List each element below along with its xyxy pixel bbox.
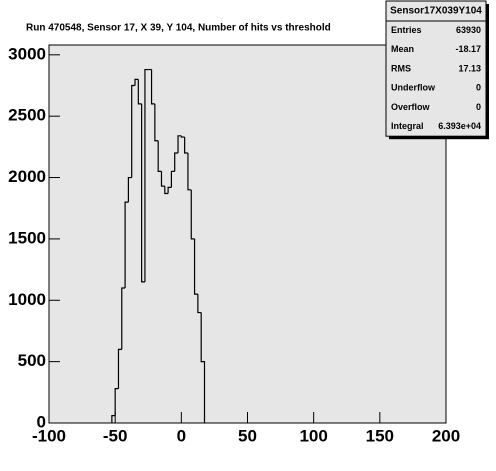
histogram-bin bbox=[197, 294, 202, 314]
histogram-bin bbox=[177, 135, 182, 153]
histogram-bin bbox=[187, 153, 192, 191]
histogram-bin bbox=[137, 79, 142, 105]
plot-frame bbox=[48, 44, 447, 424]
histogram-bin bbox=[180, 135, 185, 138]
histogram-bin bbox=[200, 312, 206, 423]
x-tick-label: -100 bbox=[32, 426, 66, 445]
histogram-bin bbox=[164, 186, 169, 195]
x-tick-label: 150 bbox=[366, 426, 394, 445]
stats-label: RMS bbox=[391, 63, 411, 73]
x-tick-label: 50 bbox=[238, 426, 257, 445]
histogram-bin bbox=[170, 170, 175, 188]
histogram-bin bbox=[174, 152, 179, 172]
y-tick-label: 2500 bbox=[8, 106, 46, 125]
stats-value: -18.17 bbox=[455, 44, 481, 54]
histogram-bin bbox=[131, 84, 136, 178]
chart-title: Run 470548, Sensor 17, X 39, Y 104, Numb… bbox=[26, 23, 331, 34]
histogram-bin bbox=[124, 201, 129, 288]
stats-value: 6.393e+04 bbox=[438, 121, 481, 131]
histogram-bin bbox=[144, 68, 149, 282]
stats-label: Mean bbox=[391, 44, 414, 54]
y-tick-label: 0 bbox=[37, 412, 46, 431]
y-tick-label: 500 bbox=[18, 351, 46, 370]
histogram-bin bbox=[160, 171, 165, 187]
histogram-bin bbox=[127, 176, 132, 203]
stats-title: Sensor17X039Y104 bbox=[390, 6, 482, 17]
stats-label: Entries bbox=[391, 25, 422, 35]
y-tick-label: 3000 bbox=[8, 44, 46, 63]
y-tick-label: 1500 bbox=[8, 228, 46, 247]
histogram-bin bbox=[193, 238, 198, 295]
x-tick-label: 100 bbox=[299, 426, 327, 445]
histogram-bin bbox=[141, 103, 145, 283]
y-tick-label: 2000 bbox=[8, 167, 46, 186]
histogram-bin bbox=[121, 287, 126, 350]
x-tick-label: 0 bbox=[177, 426, 186, 445]
stats-label: Overflow bbox=[391, 102, 431, 112]
histogram-bin bbox=[154, 103, 159, 142]
histogram-bin bbox=[157, 140, 162, 173]
histogram-bin bbox=[150, 69, 155, 105]
stats-value: 17.13 bbox=[458, 63, 481, 73]
stats-value: 63930 bbox=[456, 25, 481, 35]
histogram-bin bbox=[134, 78, 139, 86]
stats-label: Integral bbox=[391, 121, 424, 131]
stats-box bbox=[385, 0, 487, 137]
histogram-bin bbox=[117, 348, 122, 389]
histogram-bin bbox=[167, 186, 172, 194]
histogram-bin bbox=[184, 137, 188, 154]
histogram-bin bbox=[190, 189, 195, 240]
stats-value: 0 bbox=[476, 83, 481, 93]
histogram-bin bbox=[114, 388, 119, 416]
stats-value: 0 bbox=[476, 102, 481, 112]
x-tick-label: -50 bbox=[103, 426, 128, 445]
histogram-bin bbox=[111, 415, 116, 423]
x-tick-label: 200 bbox=[432, 426, 460, 445]
y-tick-label: 1000 bbox=[8, 290, 46, 309]
stats-label: Underflow bbox=[391, 83, 436, 93]
